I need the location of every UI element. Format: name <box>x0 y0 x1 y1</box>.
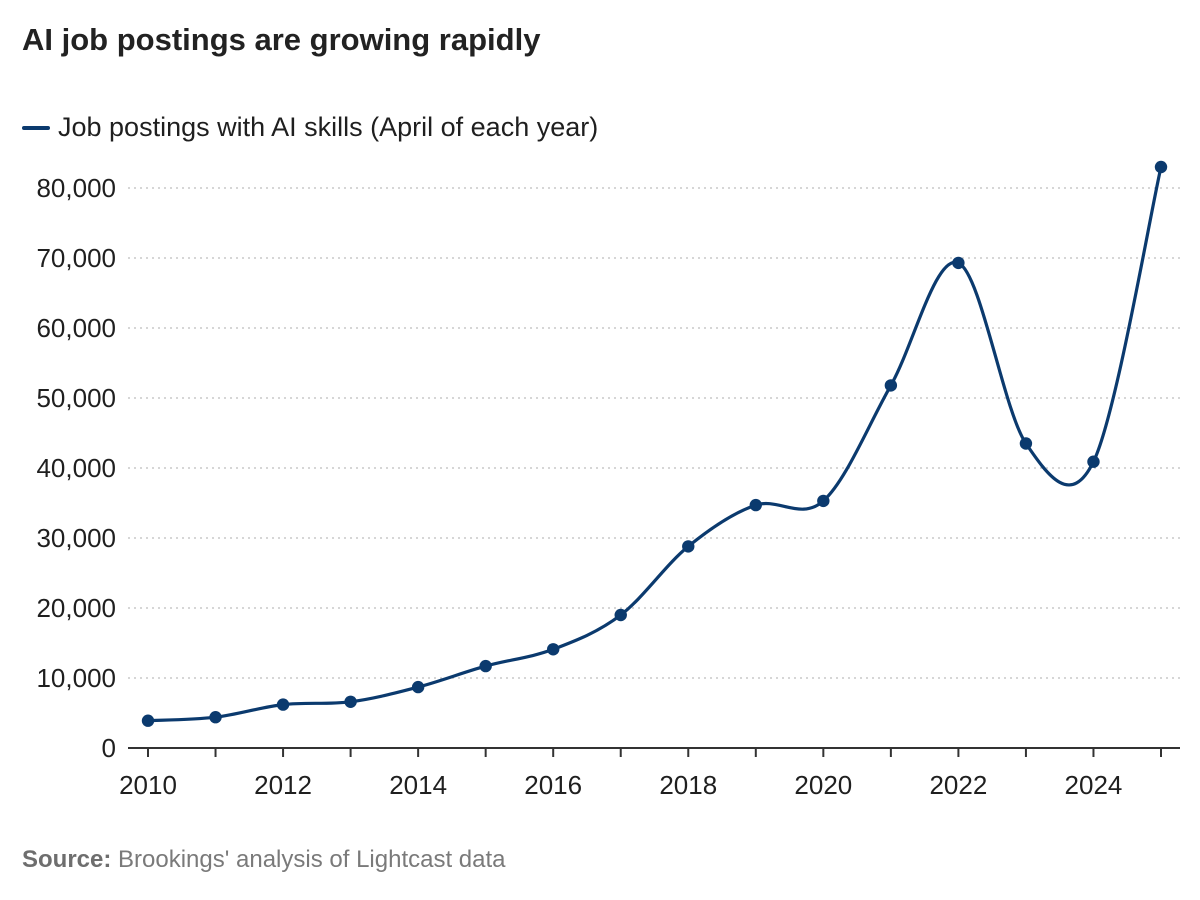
gridlines <box>128 187 1180 679</box>
data-point-2018 <box>682 540 695 553</box>
legend-label: Job postings with AI skills (April of ea… <box>58 112 599 142</box>
data-point-2020 <box>817 494 830 508</box>
y-tick-label: 60,000 <box>36 313 116 343</box>
source-note: Source: Brookings' analysis of Lightcast… <box>22 846 506 874</box>
data-point-2015 <box>479 659 492 673</box>
x-tick-label: 2018 <box>659 770 717 800</box>
legend-swatch <box>22 125 50 130</box>
y-axis-ticks: 0 10,000 20,000 30,000 40,000 50,000 60,000 70,… <box>36 173 116 763</box>
x-tick-label: 2014 <box>389 770 447 800</box>
data-point-2014 <box>411 680 425 694</box>
source-text: Brookings' analysis of Lightcast data <box>118 846 506 873</box>
data-point-2022 <box>952 256 965 270</box>
x-axis-ticks: 2010 2012 2014 2016 2018 2020 2022 2024 <box>119 748 1162 800</box>
y-tick-label: 50,000 <box>36 383 116 413</box>
x-tick-label: 2024 <box>1065 770 1123 800</box>
chart-title: AI job postings are growing rapidly <box>22 22 541 57</box>
data-point-2025 <box>1154 160 1168 174</box>
y-tick-label: 0 <box>102 733 116 763</box>
y-tick-label: 10,000 <box>36 663 116 693</box>
x-tick-label: 2020 <box>794 770 852 800</box>
x-tick-label: 2022 <box>929 770 987 800</box>
x-tick-label: 2010 <box>119 770 177 800</box>
data-point-2016 <box>547 643 560 656</box>
series-line <box>147 166 1163 723</box>
y-tick-label: 30,000 <box>36 523 116 553</box>
y-tick-label: 20,000 <box>36 593 116 623</box>
x-tick-label: 2016 <box>524 770 582 800</box>
data-point-2021 <box>884 379 898 392</box>
data-point-2013 <box>344 695 357 708</box>
y-tick-label: 70,000 <box>36 243 116 273</box>
series-points <box>141 160 1168 727</box>
data-point-2023 <box>1019 437 1033 450</box>
x-tick-label: 2012 <box>254 770 312 800</box>
legend: Job postings with AI skills (April of ea… <box>22 112 598 143</box>
data-point-2011 <box>209 711 222 724</box>
source-label: Source: <box>22 846 112 873</box>
data-point-2019 <box>749 498 762 512</box>
data-point-2010 <box>141 714 155 727</box>
y-tick-label: 80,000 <box>36 173 116 203</box>
data-point-2024 <box>1087 455 1100 468</box>
data-point-2012 <box>276 698 290 711</box>
y-tick-label: 40,000 <box>36 453 116 483</box>
data-point-2017 <box>614 608 627 622</box>
